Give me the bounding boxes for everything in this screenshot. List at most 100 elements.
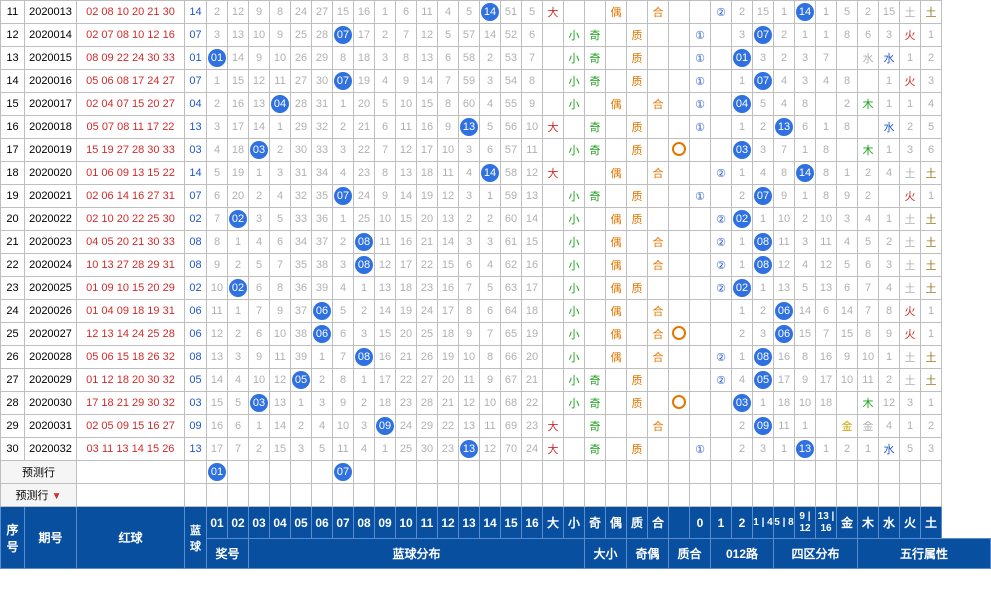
- pred-num-cell[interactable]: [291, 461, 312, 484]
- pred-num-cell[interactable]: [480, 484, 501, 507]
- pred-empty[interactable]: [858, 484, 879, 507]
- ball: 04: [271, 95, 289, 113]
- num-cell: 23: [417, 277, 438, 300]
- pred-empty[interactable]: [732, 461, 753, 484]
- hdr-n-15: 15: [501, 507, 522, 539]
- pred-num-cell[interactable]: [291, 484, 312, 507]
- pred-empty[interactable]: [690, 461, 711, 484]
- pred-empty[interactable]: [669, 484, 690, 507]
- blue-cell: 04: [185, 93, 207, 116]
- pred-num-cell[interactable]: [228, 461, 249, 484]
- num-cell: 2: [480, 208, 501, 231]
- wuxing-hit-cell: 水: [879, 438, 900, 461]
- pred-empty[interactable]: [585, 461, 606, 484]
- pred-empty[interactable]: [900, 461, 921, 484]
- pred-num-cell[interactable]: [249, 484, 270, 507]
- pred-empty[interactable]: [564, 461, 585, 484]
- pred-empty[interactable]: [879, 484, 900, 507]
- pred-empty[interactable]: [606, 461, 627, 484]
- pred-empty[interactable]: [543, 484, 564, 507]
- lottery-stats-table: 11202001302 08 10 20 21 3014212982427151…: [0, 0, 991, 569]
- pred-ball-cell[interactable]: 07: [333, 461, 354, 484]
- pred-empty[interactable]: [921, 484, 942, 507]
- pred-empty[interactable]: [858, 461, 879, 484]
- num-cell: 25: [354, 208, 375, 231]
- num-cell: 20: [438, 369, 459, 392]
- pred-empty[interactable]: [753, 484, 774, 507]
- num-cell: 1: [207, 70, 228, 93]
- dropdown-icon[interactable]: ▼: [52, 491, 62, 502]
- pred-num-cell[interactable]: [522, 484, 543, 507]
- pred-num-cell[interactable]: [207, 484, 228, 507]
- num-cell: 11: [333, 438, 354, 461]
- pred-empty[interactable]: [690, 484, 711, 507]
- ball: 08: [754, 348, 772, 366]
- pred-empty[interactable]: [753, 461, 774, 484]
- pred-empty[interactable]: [648, 484, 669, 507]
- sifen-cell: 8: [816, 139, 837, 162]
- pred-empty[interactable]: [627, 484, 648, 507]
- pred-num-cell[interactable]: [312, 484, 333, 507]
- pred-num-cell[interactable]: [417, 484, 438, 507]
- pred-num-cell[interactable]: [312, 461, 333, 484]
- num-cell: 8: [459, 300, 480, 323]
- pred-num-cell[interactable]: [270, 461, 291, 484]
- pred-empty[interactable]: [648, 461, 669, 484]
- pred-num-cell[interactable]: [417, 461, 438, 484]
- pred-empty[interactable]: [732, 484, 753, 507]
- pred-num-cell[interactable]: [354, 461, 375, 484]
- num-cell: 58: [501, 162, 522, 185]
- pred-empty[interactable]: [795, 484, 816, 507]
- pred-num-cell[interactable]: [459, 461, 480, 484]
- sz-empty-cell: [606, 24, 627, 47]
- pred-num-cell[interactable]: [228, 484, 249, 507]
- pred-num-cell[interactable]: [333, 484, 354, 507]
- pred-empty[interactable]: [711, 484, 732, 507]
- pred-empty[interactable]: [585, 484, 606, 507]
- pred-num-cell[interactable]: [396, 484, 417, 507]
- num-cell: 12: [228, 1, 249, 24]
- pred-empty[interactable]: [837, 461, 858, 484]
- num-cell: 10: [333, 415, 354, 438]
- num-cell: 7: [375, 139, 396, 162]
- ball: 03: [250, 141, 268, 159]
- pred-num-cell[interactable]: [375, 484, 396, 507]
- pred-empty[interactable]: [669, 461, 690, 484]
- pred-empty[interactable]: [711, 461, 732, 484]
- sz-empty-cell: [648, 369, 669, 392]
- pred-empty[interactable]: [606, 484, 627, 507]
- pred-num-cell[interactable]: [396, 461, 417, 484]
- pred-num-cell[interactable]: [438, 484, 459, 507]
- pred-num-cell[interactable]: [459, 484, 480, 507]
- pred-num-cell[interactable]: [270, 484, 291, 507]
- pred-num-cell[interactable]: [501, 461, 522, 484]
- num-ball-cell: 14: [480, 162, 501, 185]
- pred-num-cell[interactable]: [354, 484, 375, 507]
- pred-empty[interactable]: [921, 461, 942, 484]
- pred-ball-cell[interactable]: 01: [207, 461, 228, 484]
- pred-empty[interactable]: [543, 461, 564, 484]
- pred-empty[interactable]: [795, 461, 816, 484]
- pred-empty[interactable]: [627, 461, 648, 484]
- pred-empty[interactable]: [816, 461, 837, 484]
- seq-cell: 11: [1, 1, 25, 24]
- pred-num-cell[interactable]: [249, 461, 270, 484]
- seq-cell: 30: [1, 438, 25, 461]
- pred-empty[interactable]: [837, 484, 858, 507]
- num-cell: 9: [480, 369, 501, 392]
- pred-num-cell[interactable]: [501, 484, 522, 507]
- pred-empty[interactable]: [900, 484, 921, 507]
- pred-empty[interactable]: [816, 484, 837, 507]
- hdr-n-02: 02: [228, 507, 249, 539]
- pred-num-cell[interactable]: [438, 461, 459, 484]
- wuxing-cell: 5: [837, 1, 858, 24]
- pred-num-cell[interactable]: [375, 461, 396, 484]
- pred-empty[interactable]: [564, 484, 585, 507]
- pred-empty[interactable]: [774, 484, 795, 507]
- o12-ball-cell: 01: [732, 47, 753, 70]
- pred-num-cell[interactable]: [480, 461, 501, 484]
- pred-num-cell[interactable]: [522, 461, 543, 484]
- pred-empty[interactable]: [879, 461, 900, 484]
- sz-cell: 偶: [606, 346, 627, 369]
- pred-empty[interactable]: [774, 461, 795, 484]
